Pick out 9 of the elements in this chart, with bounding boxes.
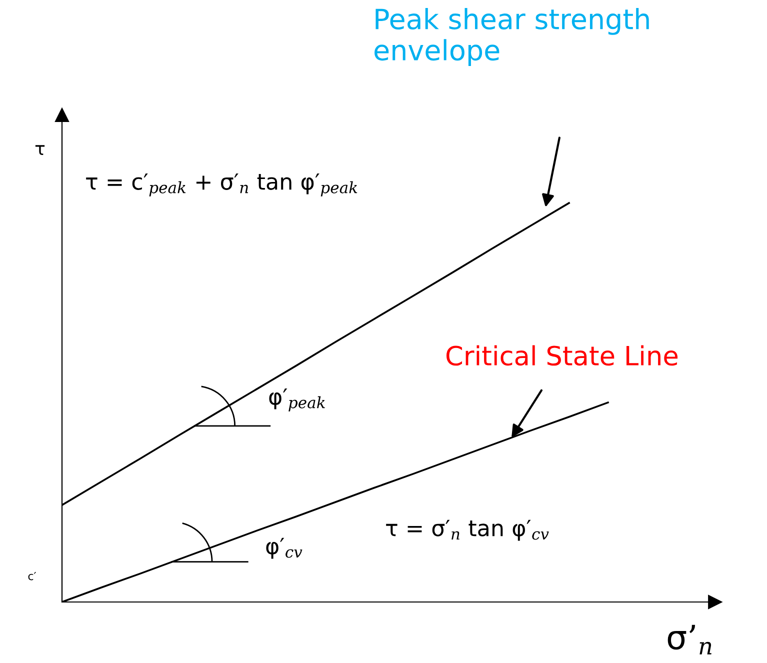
x-axis-title: σ’$_{n}$: [668, 624, 712, 654]
annotation: φ′$_{cv}$: [266, 538, 302, 559]
annotation: Critical State Line: [446, 345, 678, 366]
annotation: τ = σ′$_{n}$ tan φ′$_{cv}$: [386, 520, 549, 541]
text: τ = c′$_{peak}$ + σ′$_{n}$ tan φ′$_{peak}$: [86, 173, 358, 196]
text: Peak shear strength envelope: [374, 8, 649, 66]
annotation: φ′$_{peak}$: [269, 388, 325, 412]
text: c′: [28, 572, 36, 580]
y-axis-title: τ: [35, 145, 45, 155]
